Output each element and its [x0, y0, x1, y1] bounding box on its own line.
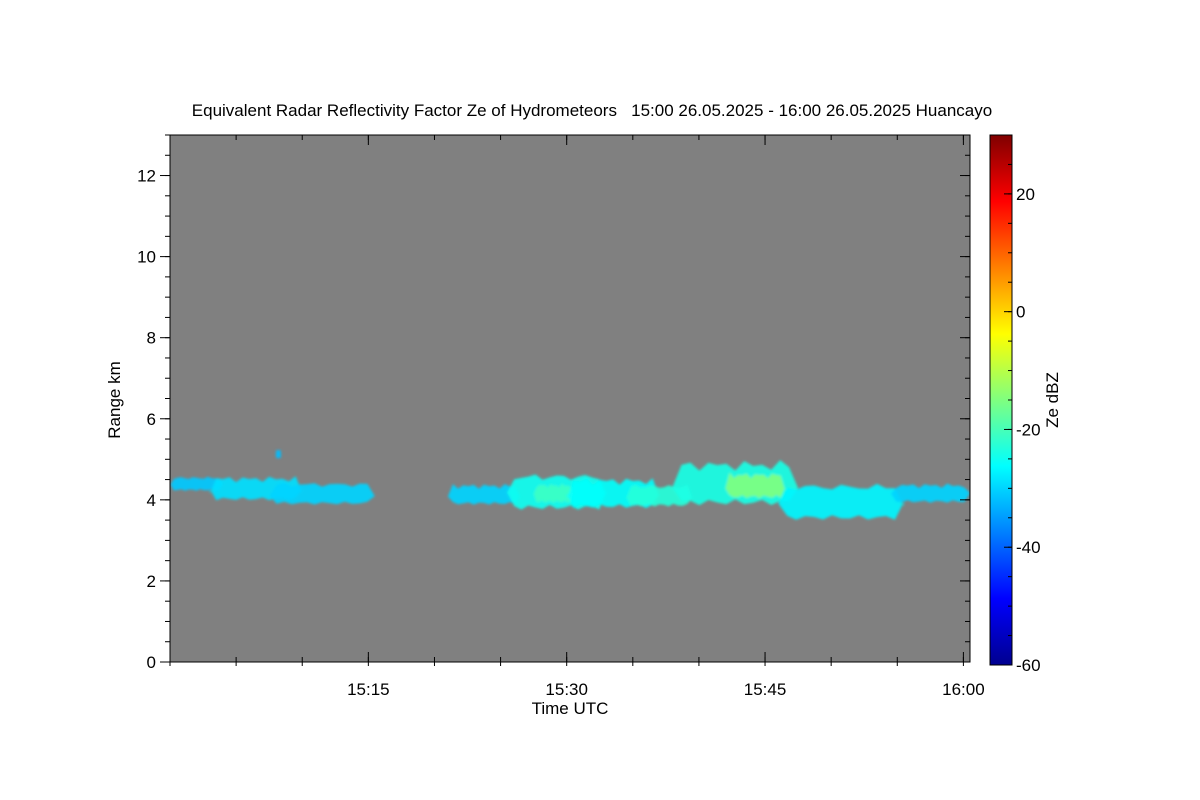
x-tick-label: 15:45 — [744, 680, 787, 699]
y-tick-label: 2 — [147, 572, 156, 591]
y-axis-label: Range km — [105, 361, 124, 438]
echo-region — [778, 483, 904, 520]
y-axis: 0 2 4 6 8 10 12 — [137, 134, 970, 672]
echo-region — [447, 484, 521, 505]
chart-title: Equivalent Radar Reflectivity Factor Ze … — [192, 101, 992, 120]
echo-region — [269, 482, 375, 505]
y-tick-label: 12 — [137, 167, 156, 186]
echo-layer — [170, 449, 970, 520]
colorbar-label: Ze dBZ — [1043, 372, 1062, 428]
x-tick-label: 15:15 — [347, 680, 390, 699]
y-tick-label: 10 — [137, 248, 156, 267]
echo-region — [890, 483, 970, 503]
y-tick-label: 0 — [147, 653, 156, 672]
echo-region — [533, 483, 574, 503]
colorbar-axis: -60 -40 -20 0 20 — [1004, 134, 1041, 675]
y-tick-label: 4 — [147, 491, 156, 510]
echo-region — [275, 449, 282, 459]
x-axis: 15:15 15:30 15:45 16:00 — [169, 135, 985, 699]
colorbar-tick-label: -60 — [1016, 656, 1041, 675]
echo-region — [725, 472, 785, 499]
x-axis-label: Time UTC — [532, 699, 609, 718]
y-tick-label: 6 — [147, 410, 156, 429]
x-tick-label: 15:30 — [545, 680, 588, 699]
y-tick-label: 8 — [147, 329, 156, 348]
plot-background — [170, 135, 970, 662]
colorbar-tick-label: -20 — [1016, 420, 1041, 439]
colorbar-tick-label: -40 — [1016, 538, 1041, 557]
colorbar-tick-label: 20 — [1016, 185, 1035, 204]
echo-region — [170, 476, 223, 491]
colorbar-tick-label: 0 — [1016, 303, 1025, 322]
x-tick-label: 16:00 — [942, 680, 985, 699]
